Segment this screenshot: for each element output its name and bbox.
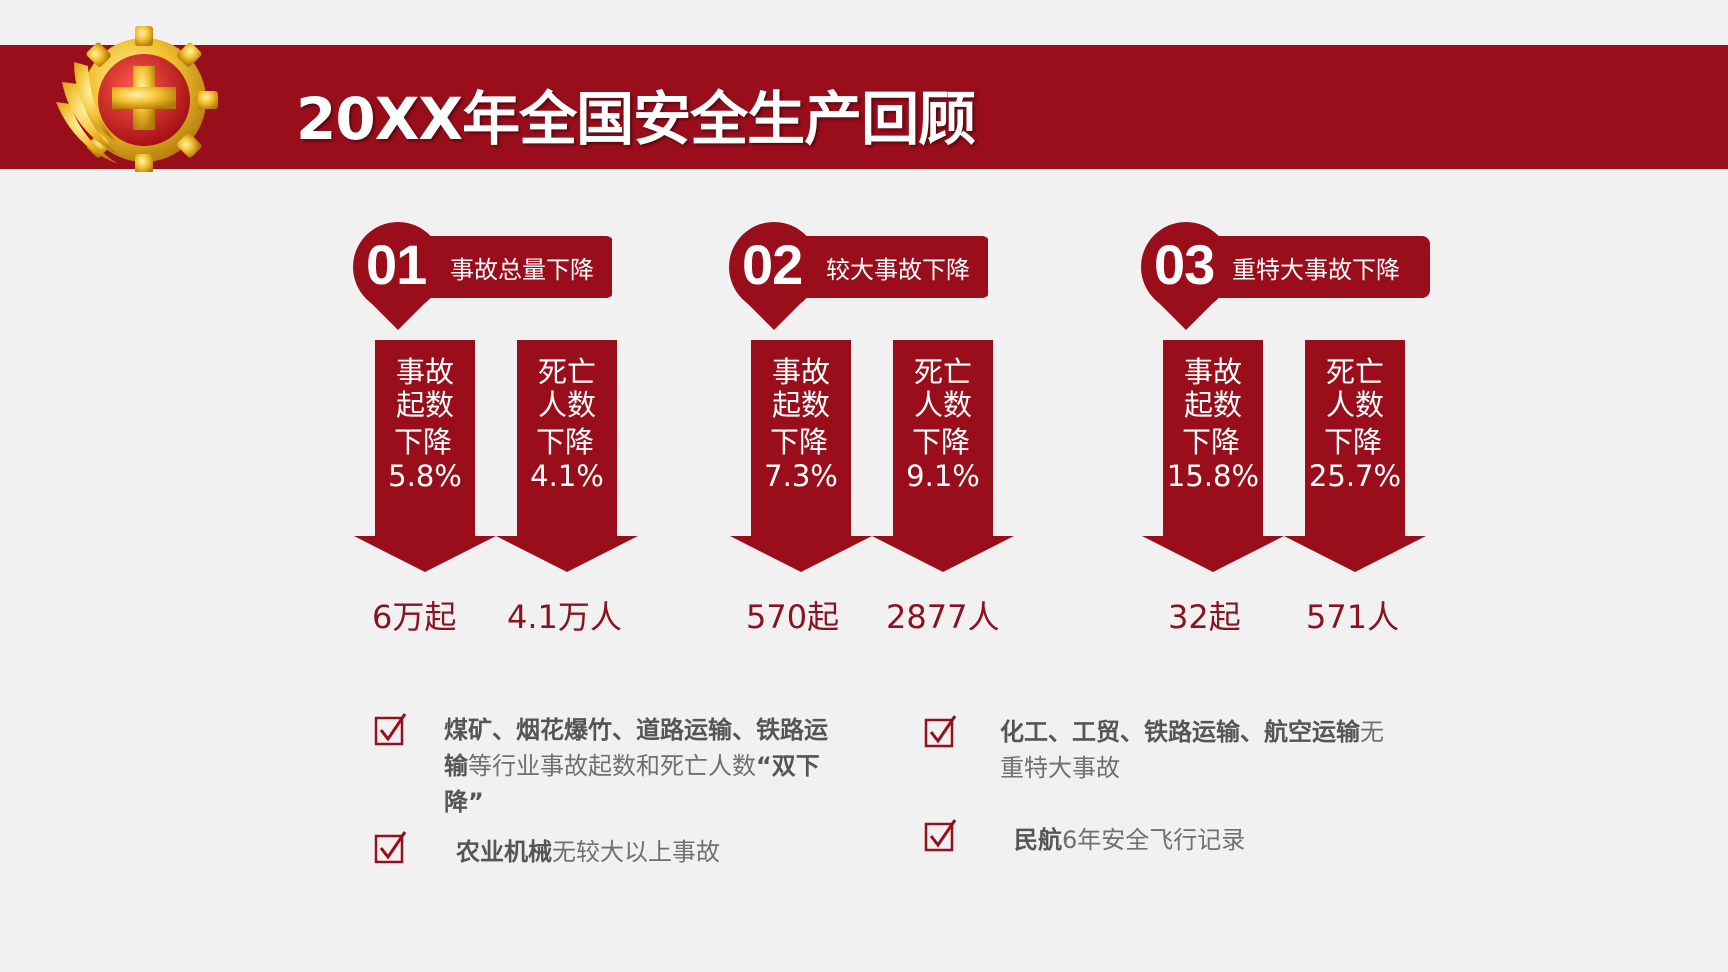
note-agriculture: 农业机械无较大以上事故 [456,834,720,870]
metric-label: 事故 [395,355,454,389]
note-chemical: 化工、工贸、铁路运输、航空运输无 重特大事故 [1000,714,1420,786]
decrease-label: 下降 [769,425,828,459]
section-badge: 01 事故总量下降 [352,222,682,332]
note-bold: 化工、工贸、铁路运输、航空运输 [1000,718,1360,746]
checkbox-check-icon [374,830,408,864]
stat-count: 6万起 [372,598,457,636]
note-text: 重特大事故 [1000,754,1120,782]
section-number: 01 [366,233,427,296]
section-number: 03 [1154,233,1215,296]
metric-label: 起数 [771,388,830,422]
metric-label: 事故 [771,355,830,389]
stat-group-1: 01 事故总量下降 事故 起数 下降 5.8% 死亡 人数 下降 4.1% 6万… [352,222,672,642]
decrease-label: 下降 [535,425,594,459]
checkbox-check-icon [924,714,958,748]
decrease-arrow: 事故 起数 下降 5.8% [354,340,496,572]
decrease-arrow: 事故 起数 下降 15.8% [1142,340,1284,572]
stat-group-2: 02 较大事故下降 事故 起数 下降 7.3% 死亡 人数 下降 9.1% 57… [728,222,1048,642]
decrease-percent: 5.8% [388,459,462,493]
section-label: 事故总量下降 [450,256,594,284]
page-title: 20XX年全国安全生产回顾 [296,85,976,153]
section-number: 02 [742,233,803,296]
note-bold: 民航 [1014,826,1062,854]
note-bold: “双下 [756,752,820,780]
decrease-arrow: 事故 起数 下降 7.3% [730,340,872,572]
note-text: 无较大以上事故 [552,838,720,866]
metric-label: 死亡 [537,355,596,389]
decrease-label: 下降 [1181,425,1240,459]
decrease-percent: 4.1% [530,459,604,493]
note-text: 6年安全飞行记录 [1062,826,1246,854]
decrease-percent: 9.1% [906,459,980,493]
metric-label: 死亡 [913,355,972,389]
decrease-percent: 7.3% [764,459,838,493]
metric-label: 起数 [1183,388,1242,422]
metric-label: 起数 [395,388,454,422]
note-bold: 降” [444,788,484,816]
stat-count: 2877人 [886,598,1000,636]
note-text: 等行业事故起数和死亡人数 [468,752,756,780]
section-badge: 03 重特大事故下降 [1140,222,1470,332]
stat-count: 570起 [746,598,840,636]
decrease-percent: 15.8% [1166,459,1260,493]
metric-label: 人数 [537,388,596,422]
note-bold: 煤矿、烟花爆竹、道路运输、铁路运 [444,716,828,744]
metric-label: 死亡 [1325,355,1384,389]
stat-count: 571人 [1306,598,1400,636]
decrease-arrow: 死亡 人数 下降 25.7% [1284,340,1426,572]
decrease-label: 下降 [393,425,452,459]
decrease-label: 下降 [1323,425,1382,459]
stat-group-3: 03 重特大事故下降 事故 起数 下降 15.8% 死亡 人数 下降 25.7%… [1140,222,1460,642]
metric-label: 人数 [913,388,972,422]
metric-label: 事故 [1183,355,1242,389]
note-text: 无 [1360,718,1384,746]
section-label: 重特大事故下降 [1232,256,1400,284]
note-civil-aviation: 民航6年安全飞行记录 [1014,822,1245,858]
decrease-arrow: 死亡 人数 下降 9.1% [872,340,1014,572]
section-badge: 02 较大事故下降 [728,222,1058,332]
decrease-percent: 25.7% [1308,459,1402,493]
decrease-label: 下降 [911,425,970,459]
safety-emblem-icon [52,22,224,174]
note-industry-decline: 煤矿、烟花爆竹、道路运输、铁路运 输等行业事故起数和死亡人数“双下 降” [444,712,864,820]
metric-label: 人数 [1325,388,1384,422]
note-bold: 输 [444,752,468,780]
checkbox-check-icon [924,818,958,852]
note-bold: 农业机械 [456,838,552,866]
header-bar [0,45,1728,169]
section-label: 较大事故下降 [826,256,970,284]
stat-count: 32起 [1168,598,1241,636]
checkbox-check-icon [374,712,408,746]
stat-count: 4.1万人 [507,598,622,636]
decrease-arrow: 死亡 人数 下降 4.1% [496,340,638,572]
